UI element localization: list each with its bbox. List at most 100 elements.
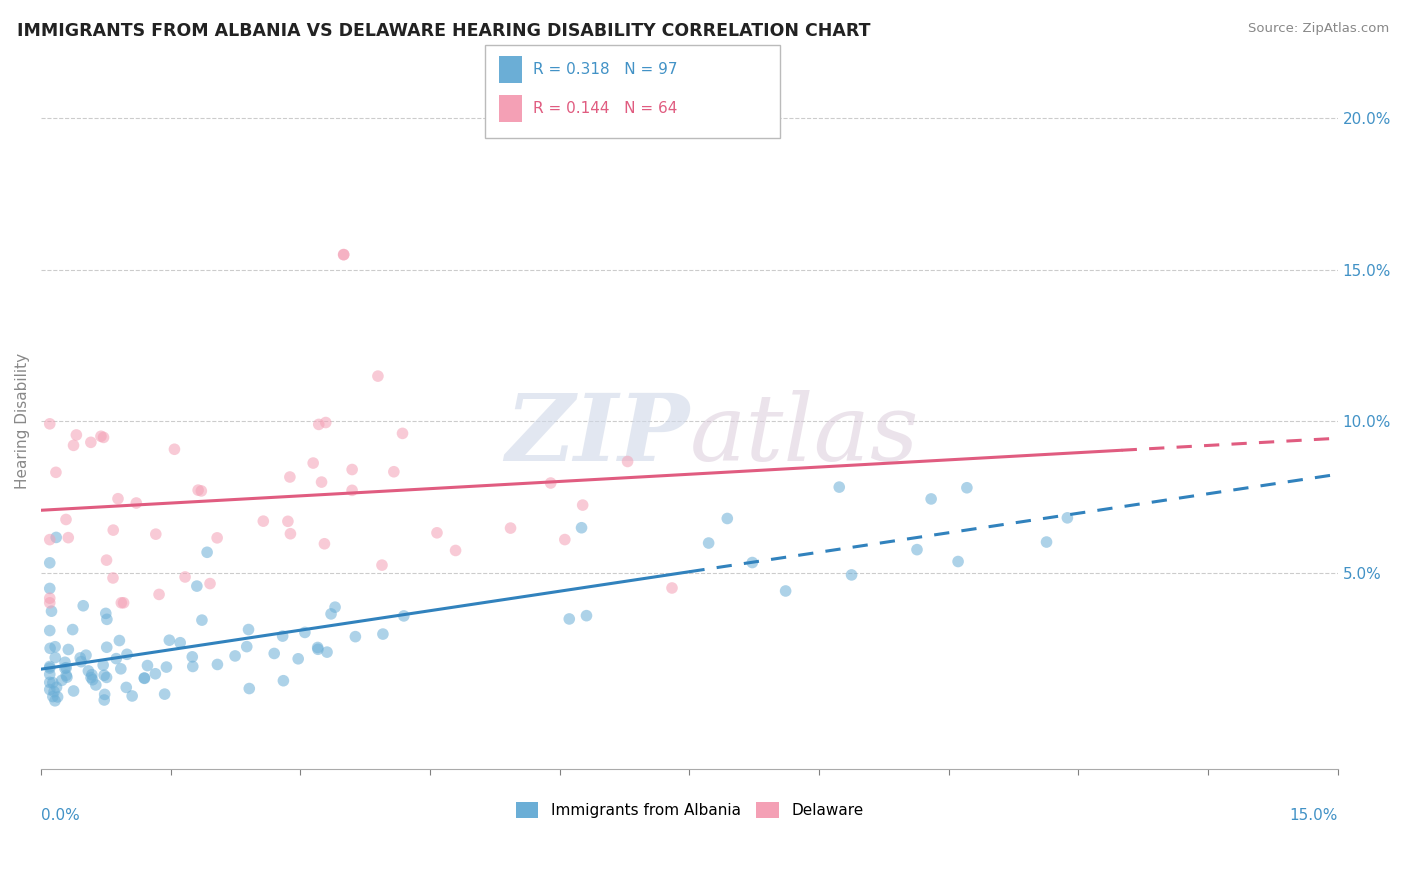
Point <box>93 668 115 682</box>
Point <box>841 568 863 582</box>
Point <box>39 641 62 656</box>
Point <box>499 521 522 535</box>
Point <box>115 681 138 695</box>
Point <box>55 668 77 682</box>
Point <box>125 496 148 510</box>
Point <box>340 462 363 476</box>
Text: ZIP: ZIP <box>505 390 689 480</box>
Point <box>62 623 84 637</box>
Point <box>69 651 91 665</box>
Point <box>273 673 295 688</box>
Point <box>307 640 329 655</box>
Point <box>45 466 67 480</box>
Point <box>169 636 191 650</box>
Point <box>46 690 69 704</box>
Point <box>181 649 204 664</box>
Point <box>198 576 221 591</box>
Point <box>224 648 246 663</box>
Point <box>62 684 84 698</box>
Point <box>96 640 118 655</box>
Point <box>382 465 405 479</box>
Point <box>426 525 449 540</box>
Point <box>148 587 170 601</box>
Point <box>145 527 167 541</box>
Point <box>110 662 132 676</box>
Point <box>195 545 218 559</box>
Point <box>91 658 114 673</box>
Point <box>554 533 576 547</box>
Point <box>946 555 969 569</box>
Point <box>716 511 738 525</box>
Point <box>316 645 339 659</box>
Point <box>80 667 103 681</box>
Point <box>70 655 93 669</box>
Point <box>42 684 65 698</box>
Point <box>741 556 763 570</box>
Point <box>38 659 60 673</box>
Point <box>238 623 260 637</box>
Point <box>101 571 124 585</box>
Point <box>65 428 87 442</box>
Point <box>38 591 60 606</box>
Point <box>44 650 66 665</box>
Point <box>332 247 354 261</box>
Point <box>371 558 394 573</box>
Point <box>72 599 94 613</box>
Point <box>332 247 354 261</box>
Point <box>103 523 125 537</box>
Point <box>1035 535 1057 549</box>
Point <box>53 655 76 669</box>
Y-axis label: Hearing Disability: Hearing Disability <box>15 353 30 489</box>
Point <box>263 647 285 661</box>
Point <box>157 633 180 648</box>
Text: R = 0.318   N = 97: R = 0.318 N = 97 <box>533 62 678 77</box>
Point <box>181 659 204 673</box>
Point <box>145 666 167 681</box>
Point <box>661 581 683 595</box>
Point <box>38 661 60 675</box>
Point <box>93 693 115 707</box>
Point <box>93 687 115 701</box>
Point <box>315 416 337 430</box>
Point <box>115 648 138 662</box>
Point <box>905 542 928 557</box>
Text: Source: ZipAtlas.com: Source: ZipAtlas.com <box>1249 22 1389 36</box>
Point <box>828 480 851 494</box>
Point <box>323 600 346 615</box>
Point <box>308 417 330 432</box>
Point <box>107 491 129 506</box>
Point <box>58 531 80 545</box>
Point <box>155 660 177 674</box>
Point <box>271 629 294 643</box>
Point <box>105 651 128 665</box>
Point <box>53 661 76 675</box>
Point <box>280 526 302 541</box>
Point <box>191 613 214 627</box>
Point <box>236 640 259 654</box>
Point <box>38 556 60 570</box>
Point <box>80 671 103 685</box>
Point <box>110 596 132 610</box>
Point <box>42 675 65 690</box>
Point <box>75 648 97 662</box>
Point <box>540 476 562 491</box>
Text: atlas: atlas <box>689 390 920 480</box>
Point <box>575 608 598 623</box>
Point <box>190 483 212 498</box>
Point <box>44 694 66 708</box>
Point <box>134 671 156 685</box>
Point <box>174 570 197 584</box>
Point <box>920 491 942 506</box>
Point <box>391 426 413 441</box>
Point <box>238 681 260 696</box>
Point <box>307 642 329 657</box>
Point <box>287 652 309 666</box>
Point <box>90 429 112 443</box>
Point <box>38 417 60 431</box>
Point <box>558 612 581 626</box>
Point <box>697 536 720 550</box>
Point <box>58 642 80 657</box>
Point <box>367 369 389 384</box>
Point <box>571 498 593 512</box>
Point <box>55 661 77 675</box>
